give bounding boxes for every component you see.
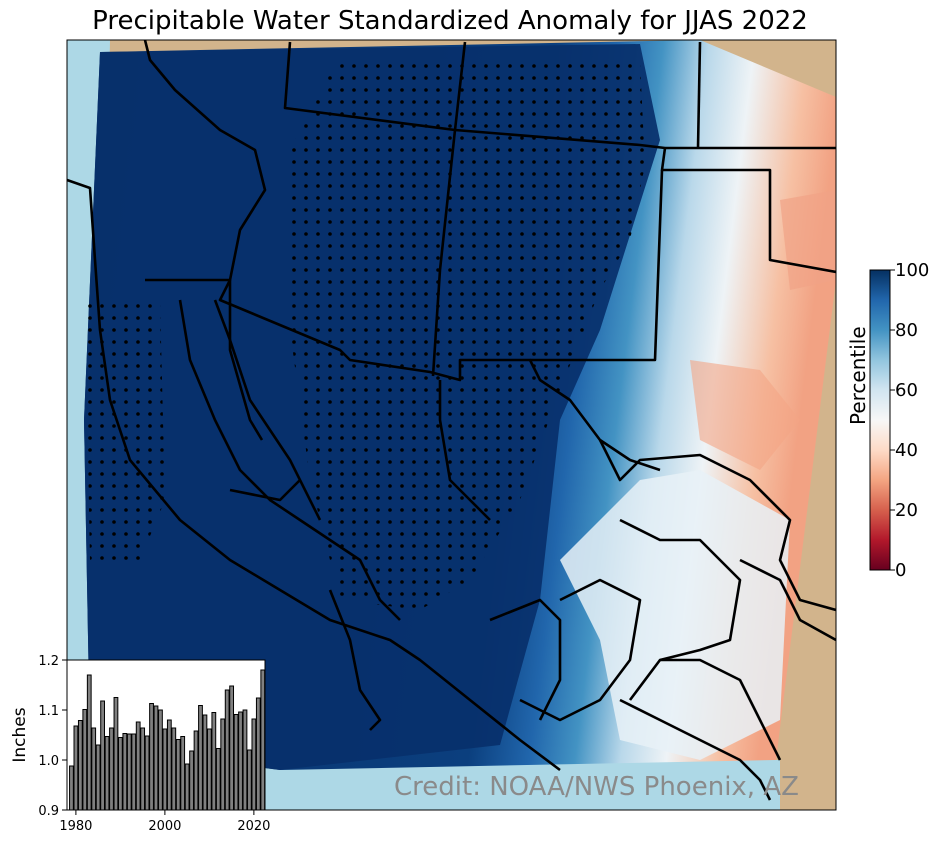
bar [118,737,123,811]
y-tick-label: 1.2 [38,654,59,669]
bar [100,700,105,811]
political-boundaries [67,40,836,801]
bar [175,739,181,811]
bar [198,705,203,811]
inset-axes: 0.9 1.0 1.1 1.2 1980 2000 2020 Inches [10,654,270,834]
bar [162,728,168,811]
bar [82,709,88,811]
x-tick-label: 2000 [148,819,181,834]
colorbar-tick-label: 20 [895,500,918,521]
bar [153,705,159,811]
significance-stippling-coast [85,300,165,560]
bar [135,721,141,811]
bar [202,714,208,811]
bar [144,735,150,811]
bar [95,744,101,811]
bar [220,718,226,811]
bar [149,703,154,811]
colorbar-label: Percentile [846,326,870,425]
bar [171,727,177,811]
bar [247,749,252,811]
y-tick-label: 1.1 [38,704,59,719]
colorbar-ticks: 0 20 40 60 80 100 [890,260,929,581]
bar [255,697,261,811]
bar [251,718,257,811]
credit-text: Credit: NOAA/NWS Phoenix, AZ [394,772,799,802]
bar [73,725,79,811]
colorbar [869,269,891,571]
inset-frame [66,659,266,811]
bar [86,674,92,811]
bar [206,728,212,811]
bar [233,714,239,811]
significance-stippling [285,62,645,610]
bar [109,727,114,811]
bar [242,709,248,811]
bar [91,727,97,811]
bar [189,750,194,811]
colorbar-tick-label: 40 [895,440,918,461]
bar [224,689,230,811]
x-tick-label: 2020 [237,819,270,834]
colorbar-tick-label: 100 [895,260,929,281]
bar [140,727,146,811]
colorbar-tick-label: 60 [895,380,918,401]
bar [229,685,235,811]
negative-anomaly-patch [690,360,800,470]
bar [215,748,221,811]
bar [184,763,190,811]
bar [260,669,266,811]
colorbar-tick-label: 0 [895,560,906,581]
bar [211,712,217,811]
bar [113,697,119,811]
bar [180,736,186,811]
bar [69,765,74,811]
x-tick-label: 1980 [59,819,92,834]
bar [77,720,83,811]
chart-title: Precipitable Water Standardized Anomaly … [92,6,808,36]
bar [131,733,137,811]
y-axis-label: Inches [10,707,30,762]
low-anomaly-region [560,470,790,760]
negative-anomaly-patch-2 [780,190,836,290]
bar [238,711,243,811]
bar [166,719,172,811]
colorbar-tick-label: 80 [895,320,918,341]
bar [122,733,128,811]
map-panel [67,40,836,810]
bar [126,733,132,811]
bar [158,709,163,811]
y-tick-label: 1.0 [38,754,59,769]
bar [193,730,199,811]
bar [104,736,110,811]
map-frame [66,39,837,811]
y-tick-label: 0.9 [38,804,59,819]
